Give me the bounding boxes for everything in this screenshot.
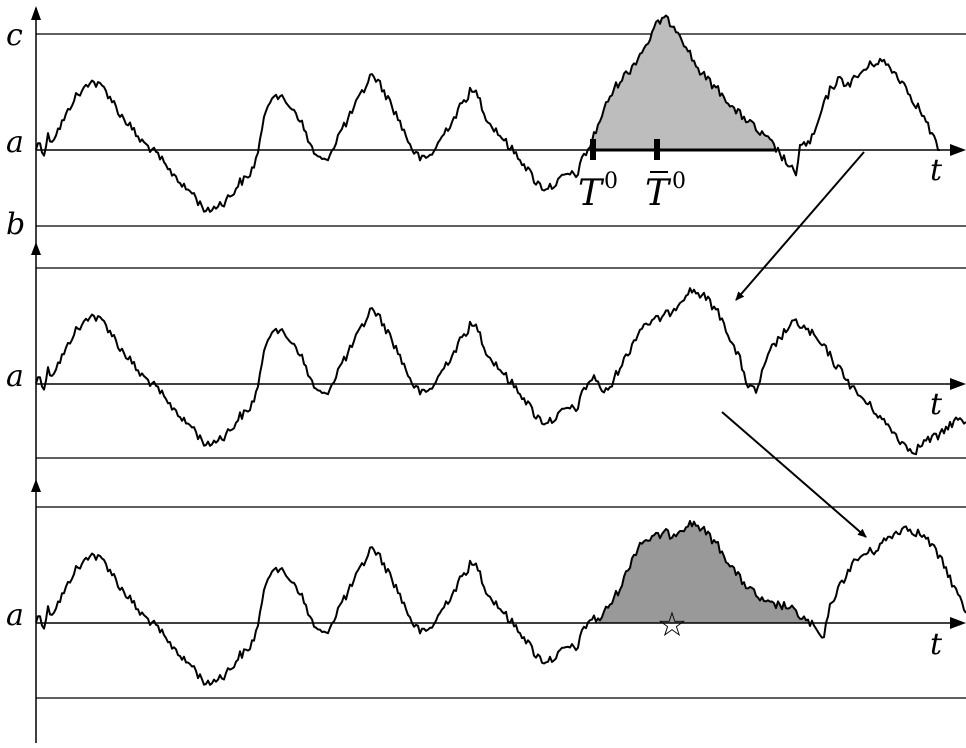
panel-top: c a b t T 0 T 0 [6,14,966,242]
label-a-bottom: a [6,598,24,633]
label-hit-time-sup: 0 [604,169,618,194]
arrow-top-to-middle [735,151,865,301]
star-icon: ☆ [657,605,687,645]
time-axis-arrowhead-top [950,144,966,156]
label-t-bottom: t [930,627,943,662]
time-axis-arrowhead-middle [950,378,966,390]
vertical-axis-arrowhead-top [31,6,41,20]
marker-hit-time [590,139,596,160]
label-t-top: t [930,153,943,188]
label-c: c [6,18,23,53]
label-bar-time: T [645,173,672,214]
excursion-shaded-top [592,15,776,150]
label-a-middle: a [6,359,24,394]
label-a-top: a [6,125,24,160]
time-axis-arrowhead-bottom [950,617,966,629]
vertical-axis-arrowhead-mid [31,242,41,255]
arrow-middle-to-bottom [721,411,867,538]
vertical-axis-arrowhead-bottom [31,479,41,492]
label-b: b [6,207,25,242]
process-path-middle [35,287,966,456]
panel-bottom: ☆ a t [6,506,966,699]
label-bar-time-sup: 0 [672,169,686,194]
excursion-shaded-bottom [598,521,812,623]
process-path-top [35,14,940,213]
panel-middle: a t [6,267,966,459]
label-t-middle: t [930,387,943,422]
label-hit-time: T [578,173,605,214]
marker-bar-time [654,139,660,160]
process-path-bottom [35,520,966,686]
